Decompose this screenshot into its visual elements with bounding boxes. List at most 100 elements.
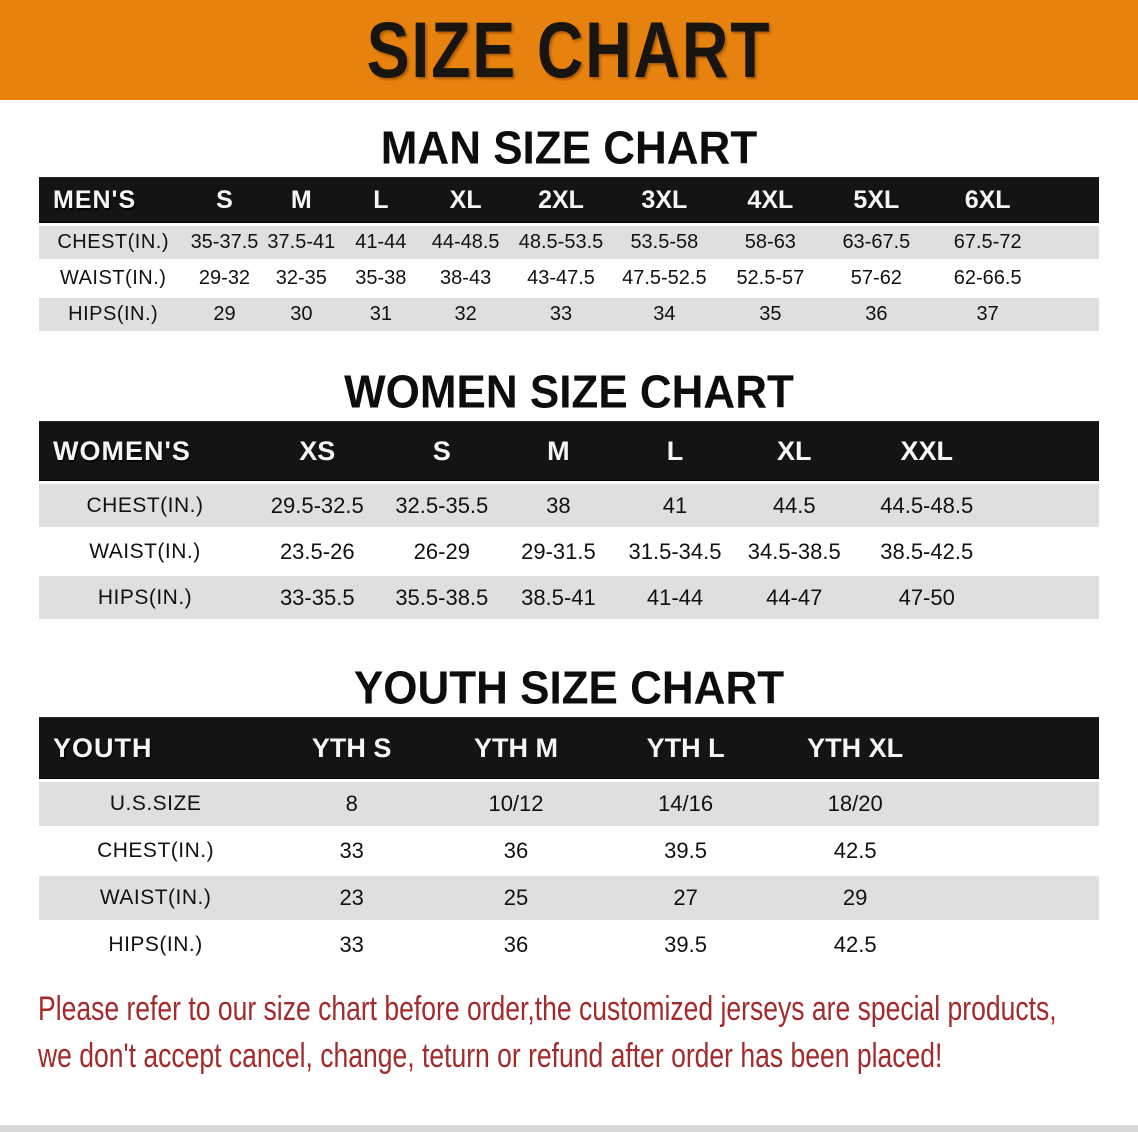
value-cell: 33: [510, 298, 612, 331]
value-cell: 34: [611, 298, 718, 331]
size-header-cell: L: [616, 421, 734, 481]
value-cell: 27: [600, 876, 771, 920]
womens-header-row: WOMEN'S XS S M L XL XXL: [39, 421, 1099, 481]
size-header-cell: XL: [733, 421, 856, 481]
youth-size-table: YOUTH YTH S YTH M YTH L YTH XL U.S.SIZE …: [39, 714, 1099, 970]
spacer-cell: [1045, 226, 1099, 259]
youth-header-row: YOUTH YTH S YTH M YTH L YTH XL: [39, 717, 1099, 779]
man-section-heading: MAN SIZE CHART: [380, 122, 758, 175]
size-header-cell: XS: [251, 421, 384, 481]
row-label-cell: HIPS(IN.): [39, 923, 273, 967]
size-header-cell: M: [500, 421, 617, 481]
value-cell: 39.5: [600, 829, 771, 873]
measurement-row: WAIST(IN.) 23.5-26 26-29 29-31.5 31.5-34…: [39, 530, 1099, 573]
youth-section-heading: YOUTH SIZE CHART: [353, 662, 785, 715]
row-label-cell: WAIST(IN.): [39, 262, 188, 295]
value-cell: 44.5: [733, 484, 856, 527]
size-header-cell: 4XL: [717, 177, 824, 223]
value-cell: 25: [431, 876, 601, 920]
value-cell: 58-63: [717, 226, 824, 259]
value-cell: 29: [770, 876, 940, 920]
row-label-cell: WAIST(IN.): [39, 530, 251, 573]
value-cell: 37: [929, 298, 1046, 331]
value-cell: 26-29: [383, 530, 501, 573]
spacer-cell: [998, 576, 1099, 619]
value-cell: 57-62: [823, 262, 930, 295]
measurement-row: U.S.SIZE 8 10/12 14/16 18/20: [39, 782, 1099, 826]
disclaimer-line-2: we don't accept cancel, change, teturn o…: [38, 1037, 943, 1075]
disclaimer-line-1: Please refer to our size chart before or…: [38, 990, 1057, 1028]
spacer-cell: [998, 421, 1099, 481]
value-cell: 18/20: [770, 782, 940, 826]
value-cell: 39.5: [600, 923, 771, 967]
measurement-row: HIPS(IN.) 29 30 31 32 33 34 35 36 37: [39, 298, 1099, 331]
value-cell: 38: [500, 484, 617, 527]
size-chart-banner: SIZE CHART: [0, 0, 1138, 100]
value-cell: 8: [272, 782, 432, 826]
size-header-cell: S: [187, 177, 262, 223]
value-cell: 42.5: [770, 829, 940, 873]
measurement-row: CHEST(IN.) 35-37.5 37.5-41 41-44 44-48.5…: [39, 226, 1099, 259]
value-cell: 33: [272, 923, 432, 967]
value-cell: 36: [823, 298, 930, 331]
value-cell: 48.5-53.5: [510, 226, 612, 259]
value-cell: 14/16: [600, 782, 771, 826]
value-cell: 37.5-41: [261, 226, 342, 259]
value-cell: 44.5-48.5: [855, 484, 999, 527]
size-header-cell: S: [383, 421, 501, 481]
value-cell: 33-35.5: [251, 576, 384, 619]
spacer-cell: [998, 530, 1099, 573]
value-cell: 23: [272, 876, 432, 920]
value-cell: 63-67.5: [823, 226, 930, 259]
value-cell: 43-47.5: [510, 262, 612, 295]
size-header-cell: M: [261, 177, 342, 223]
value-cell: 44-47: [733, 576, 856, 619]
measurement-row: WAIST(IN.) 29-32 32-35 35-38 38-43 43-47…: [39, 262, 1099, 295]
value-cell: 52.5-57: [717, 262, 824, 295]
value-cell: 23.5-26: [251, 530, 384, 573]
value-cell: 35-37.5: [187, 226, 262, 259]
value-cell: 42.5: [770, 923, 940, 967]
footer-disclaimer: Please refer to our size chart before or…: [0, 986, 1138, 1080]
size-header-cell: 6XL: [929, 177, 1046, 223]
value-cell: 30: [261, 298, 342, 331]
value-cell: 32-35: [261, 262, 342, 295]
measurement-row: CHEST(IN.) 33 36 39.5 42.5: [39, 829, 1099, 873]
spacer-cell: [939, 923, 1099, 967]
row-label-cell: WAIST(IN.): [39, 876, 273, 920]
womens-size-table: WOMEN'S XS S M L XL XXL CHEST(IN.) 29.5-…: [39, 418, 1099, 622]
size-header-cell: 2XL: [510, 177, 612, 223]
value-cell: 34.5-38.5: [733, 530, 856, 573]
value-cell: 31.5-34.5: [616, 530, 734, 573]
value-cell: 44-48.5: [420, 226, 511, 259]
value-cell: 29-32: [187, 262, 262, 295]
spacer-cell: [939, 717, 1099, 779]
womens-label-header: WOMEN'S: [39, 421, 251, 481]
spacer-cell: [939, 876, 1099, 920]
value-cell: 33: [272, 829, 432, 873]
value-cell: 41-44: [341, 226, 421, 259]
measurement-row: CHEST(IN.) 29.5-32.5 32.5-35.5 38 41 44.…: [39, 484, 1099, 527]
value-cell: 35: [717, 298, 824, 331]
row-label-cell: CHEST(IN.): [39, 226, 188, 259]
mens-size-table: MEN'S S M L XL 2XL 3XL 4XL 5XL 6XL CHEST…: [39, 174, 1099, 334]
size-header-cell: YTH L: [600, 717, 771, 779]
value-cell: 35-38: [341, 262, 421, 295]
spacer-cell: [939, 782, 1099, 826]
value-cell: 41: [616, 484, 734, 527]
value-cell: 38.5-41: [500, 576, 617, 619]
women-section-heading: WOMEN SIZE CHART: [344, 366, 794, 419]
row-label-cell: HIPS(IN.): [39, 298, 188, 331]
value-cell: 10/12: [431, 782, 601, 826]
value-cell: 29-31.5: [500, 530, 617, 573]
value-cell: 62-66.5: [929, 262, 1046, 295]
mens-label-header: MEN'S: [39, 177, 188, 223]
size-header-cell: YTH M: [431, 717, 601, 779]
mens-header-row: MEN'S S M L XL 2XL 3XL 4XL 5XL 6XL: [39, 177, 1099, 223]
value-cell: 38-43: [420, 262, 511, 295]
measurement-row: HIPS(IN.) 33-35.5 35.5-38.5 38.5-41 41-4…: [39, 576, 1099, 619]
size-header-cell: 3XL: [611, 177, 718, 223]
size-header-cell: XL: [420, 177, 511, 223]
youth-label-header: YOUTH: [39, 717, 273, 779]
spacer-cell: [1045, 177, 1099, 223]
